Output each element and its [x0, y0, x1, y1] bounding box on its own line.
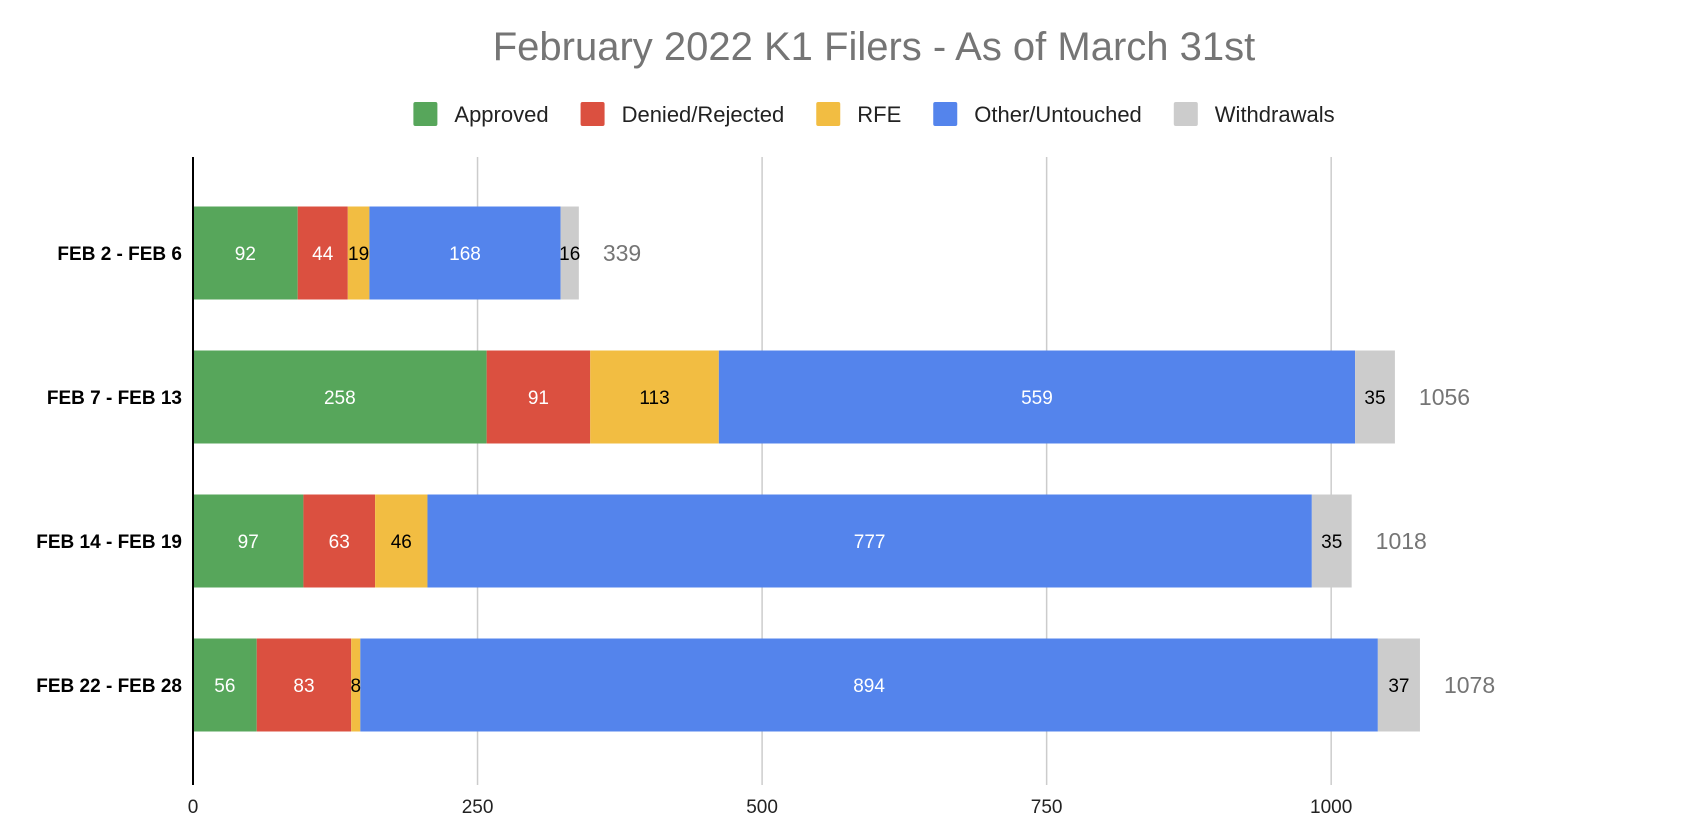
bar-segment-other-untouched	[369, 206, 561, 300]
total-label: 1078	[1444, 672, 1495, 698]
data-label-approved: 258	[324, 388, 356, 409]
data-label-approved: 92	[235, 244, 256, 265]
data-label-withdrawals: 16	[559, 244, 580, 265]
data-label-rfe: 113	[639, 388, 669, 409]
data-label-denied-rejected: 44	[312, 244, 334, 265]
x-axis: 0 250 500 750 1000	[188, 797, 1353, 818]
bar-segment-rfe	[375, 494, 428, 588]
data-label-rfe: 8	[350, 676, 361, 697]
legend-label: RFE	[857, 102, 901, 127]
x-tick-label: 750	[1031, 797, 1063, 818]
data-label-rfe: 19	[348, 244, 369, 265]
data-label-other-untouched: 559	[1021, 388, 1053, 409]
legend-label: Denied/Rejected	[622, 102, 785, 127]
category-label: FEB 7 - FEB 13	[47, 388, 182, 409]
legend-label: Withdrawals	[1215, 102, 1335, 127]
total-label: 1018	[1376, 528, 1427, 554]
bar-segment-withdrawals	[1311, 494, 1352, 588]
legend-swatch	[933, 102, 958, 126]
data-label-other-untouched: 168	[449, 244, 481, 265]
data-label-withdrawals: 35	[1364, 388, 1385, 409]
category-label: FEB 2 - FEB 6	[57, 244, 182, 265]
category-label: FEB 22 - FEB 28	[36, 676, 182, 697]
total-label: 1056	[1419, 384, 1470, 410]
legend-label: Approved	[454, 102, 548, 127]
legend-item-approved: Approved	[413, 102, 549, 127]
bar-segment-rfe	[351, 638, 361, 732]
bar-segment-denied-rejected	[486, 350, 591, 444]
data-label-other-untouched: 894	[853, 676, 885, 697]
data-label-denied-rejected: 63	[329, 532, 350, 553]
bar-row: 92 44 19 168 16 339	[193, 206, 641, 300]
bar-segment-withdrawals	[560, 206, 579, 300]
data-label-denied-rejected: 91	[528, 388, 549, 409]
bar-segment-withdrawals	[1355, 350, 1395, 444]
legend: Approved Denied/Rejected RFE Other/Untouche…	[413, 102, 1335, 127]
y-axis: FEB 2 - FEB 6 FEB 7 - FEB 13 FEB 14 - FEB …	[36, 157, 194, 785]
legend-swatch	[413, 102, 438, 126]
data-label-approved: 97	[238, 532, 259, 553]
bar-segment-denied-rejected	[303, 494, 376, 588]
x-tick-label: 1000	[1310, 797, 1352, 818]
total-label: 339	[603, 240, 641, 266]
x-tick-label: 0	[188, 797, 199, 818]
bar-segment-approved	[193, 494, 304, 588]
bar-segment-approved	[193, 350, 487, 444]
legend-swatch	[1173, 102, 1198, 126]
bar-row: 258 91 113 559 35 1056	[193, 350, 1470, 444]
data-label-approved: 56	[214, 676, 235, 697]
legend-item-withdrawals: Withdrawals	[1173, 102, 1335, 127]
data-label-withdrawals: 35	[1321, 532, 1342, 553]
data-label-other-untouched: 777	[854, 532, 886, 553]
bar-segment-denied-rejected	[297, 206, 348, 300]
bar-segment-approved	[193, 206, 298, 300]
bar-segment-approved	[193, 638, 257, 732]
legend-swatch	[580, 102, 605, 126]
chart-title: February 2022 K1 Filers - As of March 31…	[493, 25, 1256, 69]
bar-segment-other-untouched	[718, 350, 1356, 444]
x-tick-label: 500	[746, 797, 778, 818]
category-label: FEB 14 - FEB 19	[36, 532, 182, 553]
bar-segment-other-untouched	[360, 638, 1378, 732]
bar-segment-rfe	[347, 206, 370, 300]
bar-segment-rfe	[590, 350, 719, 444]
bar-row: 56 83 8 894 37 1078	[193, 638, 1495, 732]
bars: 92 44 19 168 16 339 258 91 113 559 35 1056 97 63 46 777…	[193, 206, 1495, 732]
data-label-withdrawals: 37	[1388, 676, 1409, 697]
legend-item-denied-rejected: Denied/Rejected	[580, 102, 785, 127]
bar-segment-withdrawals	[1377, 638, 1420, 732]
legend-item-rfe: RFE	[816, 102, 901, 127]
data-label-denied-rejected: 83	[293, 676, 314, 697]
legend-label: Other/Untouched	[974, 102, 1142, 127]
bar-row: 97 63 46 777 35 1018	[193, 494, 1427, 588]
bar-segment-other-untouched	[427, 494, 1312, 588]
bar-segment-denied-rejected	[256, 638, 352, 732]
data-label-rfe: 46	[391, 532, 412, 553]
legend-swatch	[816, 102, 841, 126]
x-tick-label: 250	[462, 797, 494, 818]
legend-item-other-untouched: Other/Untouched	[933, 102, 1142, 127]
